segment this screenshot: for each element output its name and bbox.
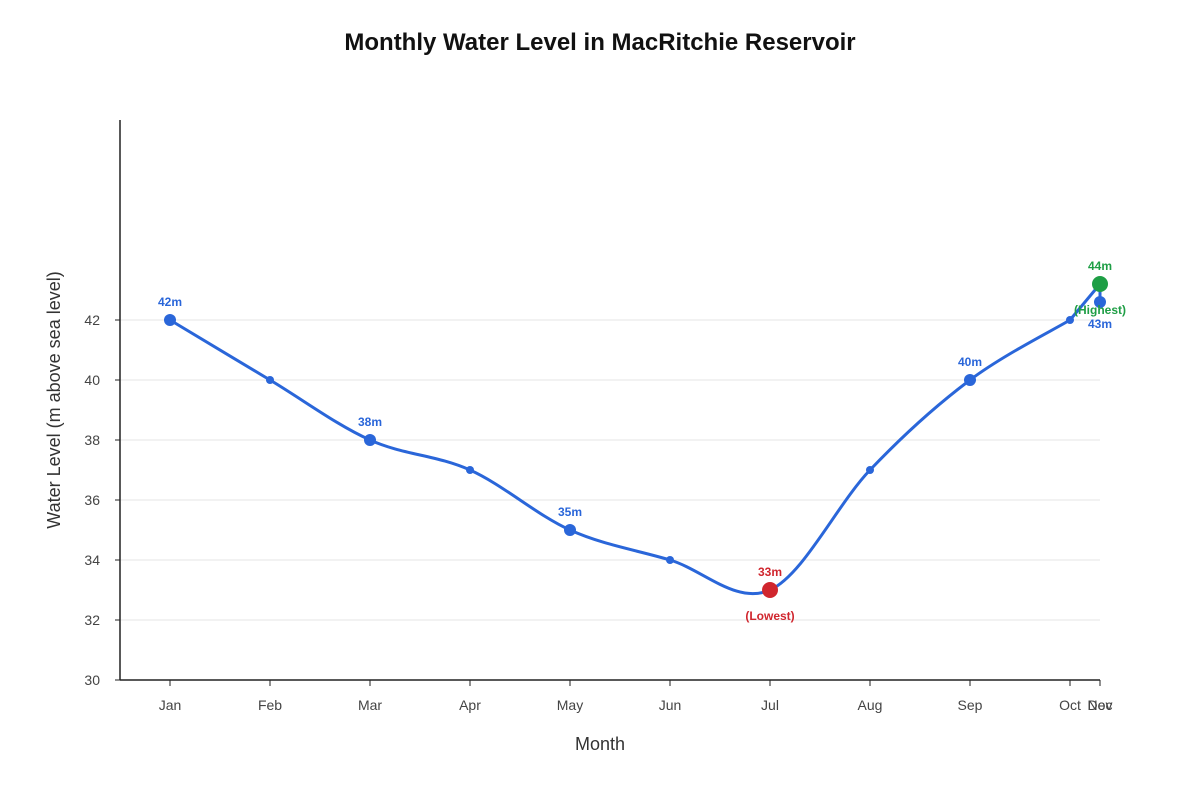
y-tick-label: 32 xyxy=(84,612,100,628)
data-point-jul xyxy=(762,582,778,598)
data-point-mar xyxy=(364,434,376,446)
x-tick-label-jul: Jul xyxy=(761,697,779,713)
data-point-feb xyxy=(266,376,274,384)
data-label-dec: 43m xyxy=(1088,317,1112,331)
data-point-aug xyxy=(866,466,874,474)
y-axis-ticks: 30 32 34 36 38 40 42 xyxy=(84,312,120,688)
gridlines xyxy=(120,319,1100,621)
x-axis-label: Month xyxy=(575,734,625,754)
data-point-sep xyxy=(964,374,976,386)
series-line xyxy=(169,282,1102,596)
x-tick-label-feb: Feb xyxy=(258,697,282,713)
y-tick-label: 30 xyxy=(84,672,100,688)
y-tick-label: 38 xyxy=(84,432,100,448)
x-tick-label-may: May xyxy=(557,697,583,713)
y-tick-label: 36 xyxy=(84,492,100,508)
data-note-jul: (Lowest) xyxy=(745,609,794,623)
y-tick-label: 42 xyxy=(84,312,100,328)
x-tick-label-oct: Oct xyxy=(1059,697,1081,713)
data-point-nov xyxy=(1092,276,1108,292)
x-tick-label-jan: Jan xyxy=(159,697,182,713)
data-point-may xyxy=(564,524,576,536)
x-tick-label-nov: Nov xyxy=(1088,697,1113,713)
y-axis-label: Water Level (m above sea level) xyxy=(44,271,64,528)
series-path xyxy=(169,282,1102,596)
x-tick-label-jun: Jun xyxy=(659,697,682,713)
data-label-sep: 40m xyxy=(958,355,982,369)
data-point-jan xyxy=(164,314,176,326)
data-label-jul: 33m xyxy=(758,565,782,579)
data-point-apr xyxy=(466,466,474,474)
data-label-nov: 44m xyxy=(1088,259,1112,273)
data-points xyxy=(164,276,1108,598)
data-point-dec xyxy=(1094,296,1106,308)
x-tick-label-apr: Apr xyxy=(459,697,481,713)
data-point-jun xyxy=(666,556,674,564)
data-labels: 42m 38m 35m 33m (Lowest) 40m 44m (Highest)43m xyxy=(158,259,1126,623)
chart-title: Monthly Water Level in MacRitchie Reserv… xyxy=(344,29,855,56)
x-tick-label-dec: Dec xyxy=(1088,697,1113,713)
x-tick-label-aug: Aug xyxy=(858,697,883,713)
data-label-jan: 42m xyxy=(158,295,182,309)
x-tick-label-mar: Mar xyxy=(358,697,382,713)
data-note-nov: (Highest) xyxy=(1074,303,1126,317)
x-tick-label-sep: Sep xyxy=(958,697,983,713)
data-label-mar: 38m xyxy=(358,415,382,429)
data-label-may: 35m xyxy=(558,505,582,519)
data-point-oct xyxy=(1066,316,1074,324)
y-tick-label: 34 xyxy=(84,552,100,568)
y-tick-label: 40 xyxy=(84,372,100,388)
axes xyxy=(119,120,1100,681)
